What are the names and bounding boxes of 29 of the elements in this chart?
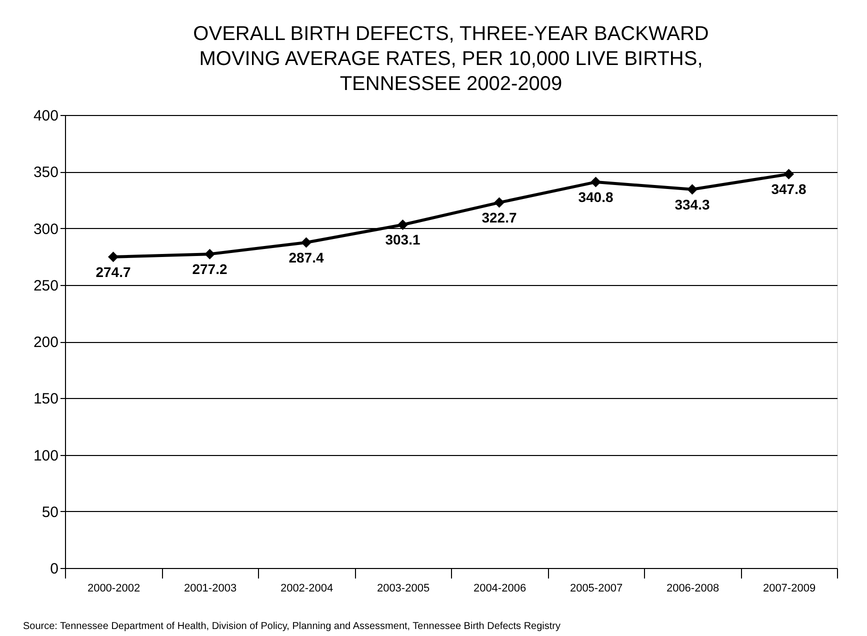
y-tick-label: 200 <box>33 334 58 351</box>
y-tick-label: 400 <box>33 108 58 124</box>
x-tick-label: 2000-2002 <box>87 582 140 594</box>
text: OVERALL BIRTH DEFECTS, THREE-YEAR BACKWARD <box>193 23 709 45</box>
data-label: 303.1 <box>385 232 420 248</box>
source-note: Source: Tennessee Department of Health, Division of Policy, Planning and Assessment, Tennessee Birth Defects Registry <box>23 621 560 632</box>
x-tick-label: 2005-2007 <box>570 582 623 594</box>
data-label: 334.3 <box>674 196 710 212</box>
data-label: 322.7 <box>482 210 517 226</box>
x-tick-label: 2001-2003 <box>184 582 237 594</box>
data-label: 277.2 <box>192 261 228 278</box>
y-tick-label: 50 <box>42 504 58 521</box>
y-tick-label: 250 <box>33 277 58 294</box>
text: MOVING AVERAGE RATES, PER 10,000 LIVE BIRTHS, <box>199 48 703 70</box>
x-tick-label: 2003-2005 <box>376 582 430 594</box>
y-tick-label: 350 <box>33 164 58 182</box>
y-tick-label: 150 <box>33 390 58 408</box>
y-tick-label: 100 <box>33 447 58 464</box>
data-label: 347.8 <box>771 181 806 198</box>
data-label: 287.4 <box>288 250 324 266</box>
y-tick-label: 0 <box>50 560 58 578</box>
x-tick-label: 2006-2008 <box>666 582 720 594</box>
data-label: 274.7 <box>96 264 131 280</box>
x-tick-label: 2007-2009 <box>762 582 816 594</box>
x-tick-label: 2002-2004 <box>280 582 334 594</box>
y-tick-label: 300 <box>33 220 58 238</box>
x-tick-label: 2004-2006 <box>473 582 526 594</box>
text: TENNESSEE 2002-2009 <box>340 73 562 95</box>
data-label: 340.8 <box>578 189 614 206</box>
